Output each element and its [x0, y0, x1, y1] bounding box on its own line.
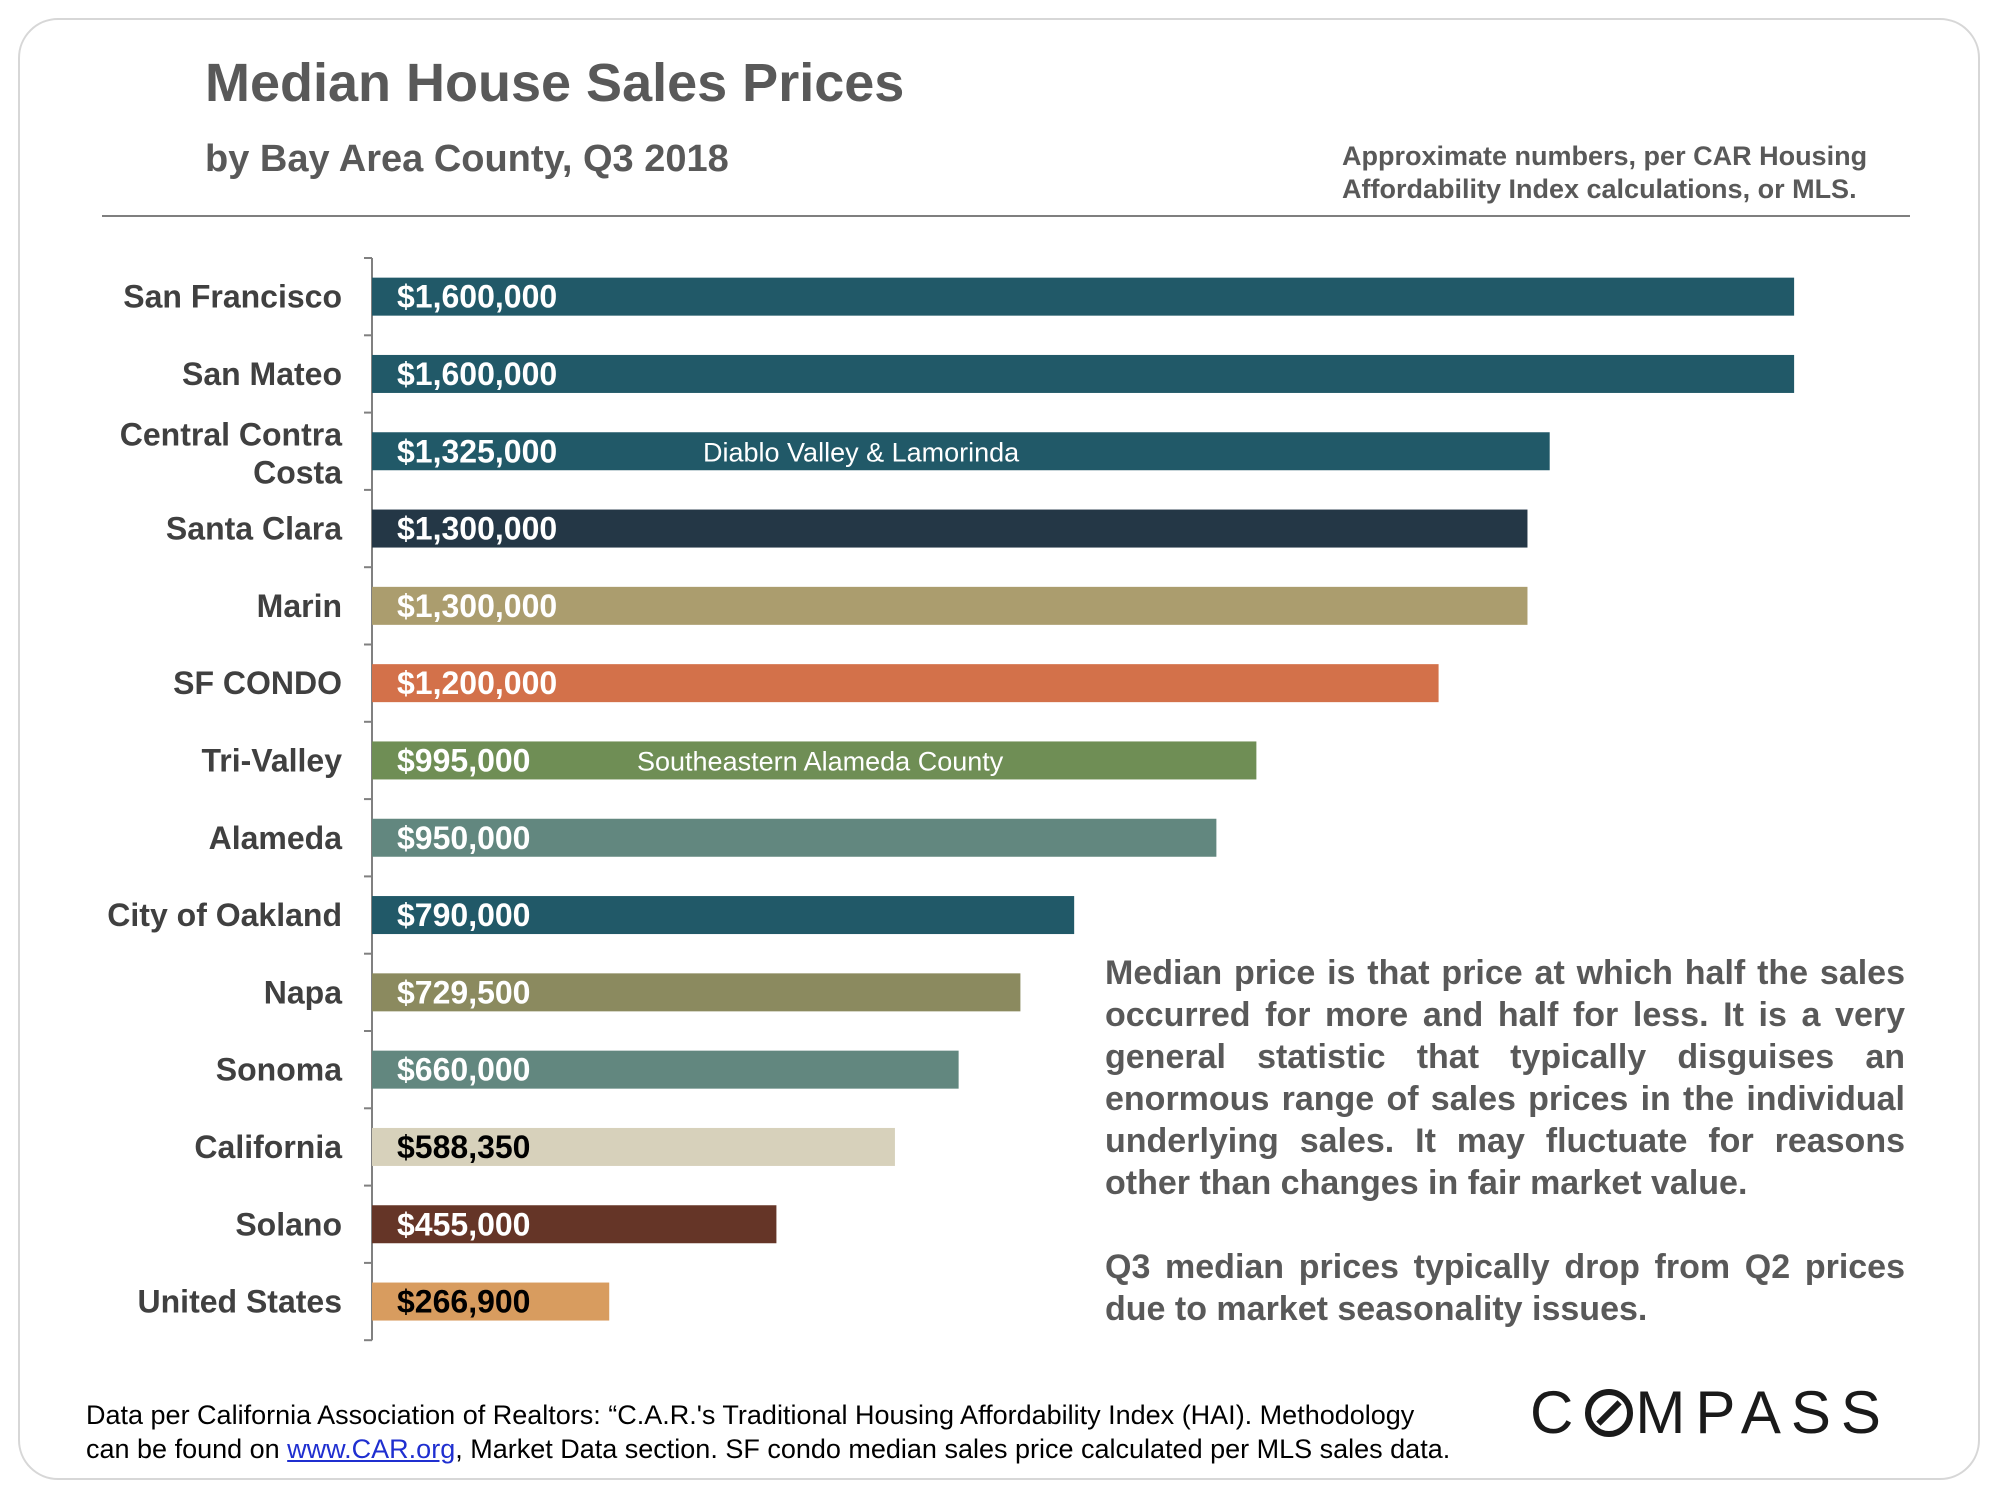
category-label: California [194, 1129, 342, 1165]
bar-marin [372, 586, 1528, 625]
category-label: Sonoma [216, 1052, 342, 1088]
bar-value-label: $1,200,000 [397, 665, 557, 701]
bar-alameda [372, 818, 1217, 857]
bar-sf-condo [372, 664, 1439, 703]
bar-annotation: Diablo Valley & Lamorinda [703, 437, 1020, 467]
bar-value-label: $1,300,000 [397, 588, 557, 624]
median-explanation: Median price is that price at which half… [1105, 952, 1905, 1372]
category-label: SF CONDO [173, 665, 342, 701]
chart-subtitle: by Bay Area County, Q3 2018 [205, 138, 729, 180]
bar-california [372, 1127, 895, 1166]
explanation-paragraph-1: Median price is that price at which half… [1105, 954, 1905, 1202]
logo-letter-c: C [1530, 1379, 1584, 1446]
header-divider [102, 215, 1910, 217]
category-label: Alameda [209, 820, 343, 856]
category-label: City of Oakland [107, 897, 342, 933]
category-label: Napa [264, 974, 342, 1010]
bar-solano [372, 1205, 777, 1244]
logo-compass-o-icon [1585, 1389, 1634, 1437]
bar-napa [372, 973, 1021, 1012]
footnote-prefix: can be found on [86, 1434, 288, 1464]
bar-value-label: $790,000 [397, 897, 530, 933]
bar-central-contra-costa [372, 432, 1550, 471]
car-website-link[interactable]: www.CAR.org [287, 1434, 456, 1464]
compass-logo: C MPASS [1530, 1378, 1891, 1447]
category-label: Central Contra [120, 416, 342, 452]
bar-san-francisco [372, 277, 1795, 316]
bar-value-label: $1,300,000 [397, 511, 557, 547]
logo-letters: MPASS [1635, 1379, 1891, 1446]
bar-san-mateo [372, 354, 1795, 393]
footnote-line-2: can be found on www.CAR.org, Market Data… [86, 1432, 1506, 1466]
bar-value-label: $455,000 [397, 1206, 530, 1242]
explanation-paragraph-2: Q3 median prices typically drop from Q2 … [1105, 1248, 1905, 1328]
footnote-line-1: Data per California Association of Realt… [86, 1400, 1415, 1430]
bar-value-label: $729,500 [397, 974, 530, 1010]
bar-united-states [372, 1282, 610, 1321]
bar-value-label: $266,900 [397, 1284, 530, 1320]
bar-value-label: $588,350 [397, 1129, 530, 1165]
category-label: Solano [235, 1206, 342, 1242]
category-label: Santa Clara [166, 511, 342, 547]
source-note: Approximate numbers, per CAR Housing Aff… [1342, 141, 1868, 204]
data-source-footnote: Data per California Association of Realt… [86, 1398, 1506, 1466]
bar-value-label: $1,325,000 [397, 433, 557, 469]
category-label: San Mateo [182, 356, 342, 392]
category-label: Costa [253, 454, 342, 490]
bar-tri-valley [372, 741, 1257, 780]
category-label: Tri-Valley [201, 742, 342, 778]
footnote-suffix: , Market Data section. SF condo median s… [455, 1434, 1451, 1464]
bar-value-label: $1,600,000 [397, 356, 557, 392]
bar-value-label: $995,000 [397, 742, 530, 778]
category-label: San Francisco [123, 279, 342, 315]
chart-title: Median House Sales Prices [205, 53, 905, 113]
category-label: Marin [257, 588, 342, 624]
bar-santa-clara [372, 509, 1528, 548]
slide-frame [18, 18, 1980, 1480]
bar-city-of-oakland [372, 896, 1075, 935]
bar-value-label: $660,000 [397, 1052, 530, 1088]
bar-value-label: $1,600,000 [397, 279, 557, 315]
category-label: United States [138, 1284, 342, 1320]
bar-value-label: $950,000 [397, 820, 530, 856]
bar-sonoma [372, 1050, 959, 1089]
bar-annotation: Southeastern Alameda County [637, 746, 1004, 776]
